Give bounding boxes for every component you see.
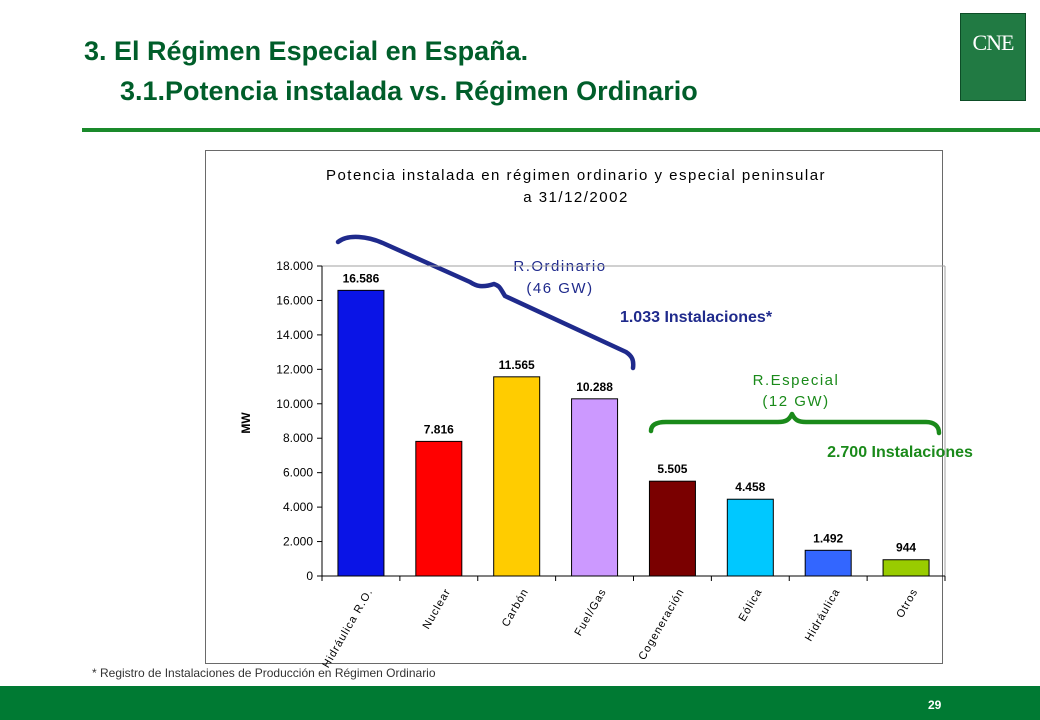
ordinario-group-capacity: (46 GW) <box>526 280 593 297</box>
category-label: Hidráulica R.O. <box>320 587 375 671</box>
bar <box>493 376 541 577</box>
category-label: Carbón <box>500 587 531 629</box>
category-label: Otros <box>894 587 920 621</box>
y-tick-label: 6.000 <box>283 466 313 480</box>
category-label: Fuel/Gas <box>572 587 609 639</box>
especial-brace <box>648 411 942 436</box>
bar-value-label: 16.586 <box>343 271 380 285</box>
y-tick-label: 4.000 <box>283 500 313 514</box>
bar-value-label: 5.505 <box>657 462 687 476</box>
footnote: * Registro de Instalaciones de Producció… <box>92 666 436 680</box>
bar <box>726 498 774 577</box>
y-tick-label: 14.000 <box>276 328 313 342</box>
bar <box>415 440 463 577</box>
category-label: Nuclear <box>421 587 454 632</box>
y-tick-label: 16.000 <box>276 293 313 307</box>
y-tick-label: 12.000 <box>276 362 313 376</box>
bar <box>571 398 619 577</box>
slide-title: 3. El Régimen Especial en España. <box>84 36 529 66</box>
chart-title: Potencia instalada en régimen ordinario … <box>326 167 826 184</box>
chart-subtitle: a 31/12/2002 <box>523 189 629 206</box>
cne-logo: CNE <box>960 13 1026 101</box>
footer-bar <box>0 686 1040 720</box>
bar <box>648 480 696 577</box>
y-tick-label: 10.000 <box>276 397 313 411</box>
bar-value-label: 10.288 <box>576 380 613 394</box>
slide-subtitle: 3.1.Potencia instalada vs. Régimen Ordin… <box>120 76 698 106</box>
bar-value-label: 1.492 <box>813 531 843 545</box>
y-tick-label: 8.000 <box>283 431 313 445</box>
especial-installations-note: 2.700 Instalaciones <box>827 444 973 461</box>
y-tick-label: 18.000 <box>276 259 313 273</box>
logo-text: CNE <box>972 30 1015 55</box>
y-tick-label: 0 <box>306 569 313 583</box>
ordinario-installations-note: 1.033 Instalaciones* <box>620 309 773 326</box>
ordinario-brace <box>335 234 636 371</box>
bar <box>882 559 930 577</box>
y-axis-label: MW <box>239 412 253 434</box>
bar <box>337 289 385 577</box>
category-label: Eólica <box>737 587 765 624</box>
bar-value-label: 7.816 <box>424 422 454 436</box>
bar-value-label: 11.565 <box>499 358 535 372</box>
title-divider <box>82 128 1040 132</box>
bar <box>804 549 852 577</box>
especial-group-label: R.Especial <box>753 372 840 389</box>
especial-group-capacity: (12 GW) <box>762 393 829 410</box>
category-label: Hidráulica <box>803 587 843 644</box>
bar-value-label: 4.458 <box>735 480 765 494</box>
y-tick-label: 2.000 <box>283 535 313 549</box>
bar-value-label: 944 <box>896 541 916 555</box>
category-label: Cogeneración <box>636 587 687 663</box>
page-number: 29 <box>928 698 942 712</box>
